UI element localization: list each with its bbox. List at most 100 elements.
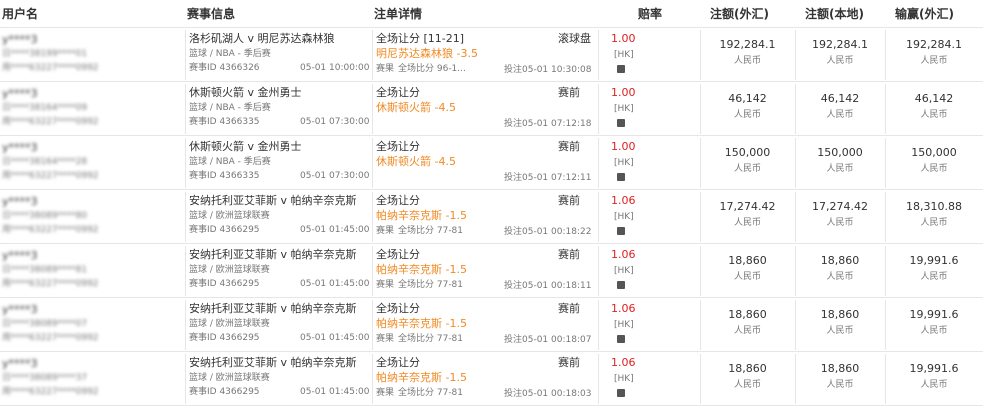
col-line bbox=[795, 354, 796, 404]
bet-market: 全场让分 bbox=[376, 140, 420, 153]
user-info: y****3 bbox=[2, 357, 38, 370]
bet-selection: 休斯顿火箭 -4.5 bbox=[376, 101, 456, 114]
result-label: 赛果 bbox=[376, 226, 395, 236]
user-info: 用****63227****0992 bbox=[2, 333, 99, 343]
bet-mode: 赛前 bbox=[558, 194, 580, 207]
amount: 18,860 bbox=[820, 362, 860, 375]
odds-type: [HK] bbox=[614, 374, 634, 384]
col-line bbox=[885, 30, 886, 80]
column-header: 输赢(外汇) bbox=[895, 7, 954, 21]
col-line bbox=[185, 300, 186, 350]
user-info: 日****38089****37 bbox=[2, 373, 88, 383]
amount: 18,860 bbox=[820, 308, 860, 321]
bet-mode: 赛前 bbox=[558, 140, 580, 153]
row-line bbox=[0, 81, 983, 82]
result-label: 赛果 bbox=[376, 64, 395, 74]
column-header: 赔率 bbox=[638, 7, 663, 21]
currency: 人民币 bbox=[826, 56, 854, 66]
bet-placed: 投注05-01 00:18:03 bbox=[504, 389, 592, 399]
col-line bbox=[795, 246, 796, 296]
currency: 人民币 bbox=[733, 380, 761, 390]
odds-type: [HK] bbox=[614, 212, 634, 222]
event-id: 赛事ID 4366295 bbox=[189, 387, 260, 397]
row-line bbox=[0, 297, 983, 298]
header-line bbox=[0, 27, 983, 28]
row-line bbox=[0, 351, 983, 352]
odds-icon bbox=[617, 281, 625, 289]
result-label: 赛果 bbox=[376, 280, 395, 290]
col-line bbox=[700, 30, 701, 80]
col-line bbox=[598, 300, 599, 350]
col-line bbox=[885, 192, 886, 242]
currency: 人民币 bbox=[733, 218, 761, 228]
event-name: 洛杉矶湖人 v 明尼苏达森林狼 bbox=[189, 32, 335, 45]
amount: 46,142 bbox=[820, 92, 860, 105]
odds-icon bbox=[617, 173, 625, 181]
user-info: y****3 bbox=[2, 249, 38, 262]
col-line bbox=[795, 138, 796, 188]
user-info: 用****63227****0992 bbox=[2, 63, 99, 73]
amount: 46,142 bbox=[728, 92, 767, 105]
col-line bbox=[700, 192, 701, 242]
odds-icon bbox=[617, 119, 625, 127]
amount: 150,000 bbox=[911, 146, 957, 159]
user-info: y****3 bbox=[2, 87, 38, 100]
user-info: y****3 bbox=[2, 303, 38, 316]
col-line bbox=[885, 246, 886, 296]
user-info: 日****38164****28 bbox=[2, 157, 88, 167]
currency: 人民币 bbox=[733, 56, 761, 66]
column-header: 赛事信息 bbox=[187, 7, 236, 21]
event-league: 篮球 / NBA - 季后赛 bbox=[189, 103, 271, 113]
col-line bbox=[598, 84, 599, 134]
col-line bbox=[598, 246, 599, 296]
currency: 人民币 bbox=[733, 110, 761, 120]
col-line bbox=[795, 192, 796, 242]
result-score: 全场比分 96-1... bbox=[398, 64, 466, 74]
col-line bbox=[185, 192, 186, 242]
amount: 150,000 bbox=[817, 146, 863, 159]
event-time: 05-01 10:00:00 bbox=[300, 63, 370, 73]
user-info: 用****63227****0992 bbox=[2, 171, 99, 181]
event-name: 安纳托利亚艾菲斯 v 帕纳辛奈克斯 bbox=[189, 302, 357, 315]
bet-placed: 投注05-01 07:12:18 bbox=[504, 119, 592, 129]
event-time: 05-01 07:30:00 bbox=[300, 117, 370, 127]
bet-mode: 赛前 bbox=[558, 302, 580, 315]
col-line bbox=[700, 138, 701, 188]
result-label: 赛果 bbox=[376, 334, 395, 344]
currency: 人民币 bbox=[733, 272, 761, 282]
amount: 19,991.6 bbox=[909, 362, 959, 375]
event-name: 休斯顿火箭 v 金州勇士 bbox=[189, 140, 302, 153]
currency: 人民币 bbox=[733, 164, 761, 174]
result-score: 全场比分 77-81 bbox=[398, 388, 464, 398]
event-league: 篮球 / 欧洲篮球联赛 bbox=[189, 319, 270, 329]
col-line bbox=[185, 84, 186, 134]
amount: 18,860 bbox=[820, 254, 860, 267]
col-line bbox=[185, 138, 186, 188]
bet-placed: 投注05-01 10:30:08 bbox=[504, 65, 592, 75]
col-line bbox=[795, 30, 796, 80]
amount: 192,284.1 bbox=[719, 38, 776, 51]
amount: 19,991.6 bbox=[909, 254, 959, 267]
user-info: 用****63227****0992 bbox=[2, 387, 99, 397]
event-time: 05-01 01:45:00 bbox=[300, 279, 370, 289]
col-line bbox=[885, 300, 886, 350]
col-line bbox=[598, 138, 599, 188]
event-league: 篮球 / NBA - 季后赛 bbox=[189, 49, 271, 59]
column-header: 用户名 bbox=[2, 7, 39, 21]
col-line bbox=[885, 354, 886, 404]
col-line bbox=[372, 246, 373, 296]
amount: 150,000 bbox=[724, 146, 771, 159]
bet-market: 全场让分 bbox=[376, 194, 420, 207]
odds-value: 1.00 bbox=[611, 140, 636, 153]
user-info: y****3 bbox=[2, 33, 38, 46]
user-info: 用****63227****0992 bbox=[2, 279, 99, 289]
col-line bbox=[185, 354, 186, 404]
user-info: 用****63227****0992 bbox=[2, 225, 99, 235]
user-info: 日****38199****01 bbox=[2, 49, 88, 59]
event-time: 05-01 01:45:00 bbox=[300, 225, 370, 235]
column-header: 注额(本地) bbox=[805, 7, 864, 21]
column-header: 注额(外汇) bbox=[710, 7, 769, 21]
event-name: 休斯顿火箭 v 金州勇士 bbox=[189, 86, 302, 99]
amount: 18,860 bbox=[728, 362, 767, 375]
currency: 人民币 bbox=[826, 380, 854, 390]
